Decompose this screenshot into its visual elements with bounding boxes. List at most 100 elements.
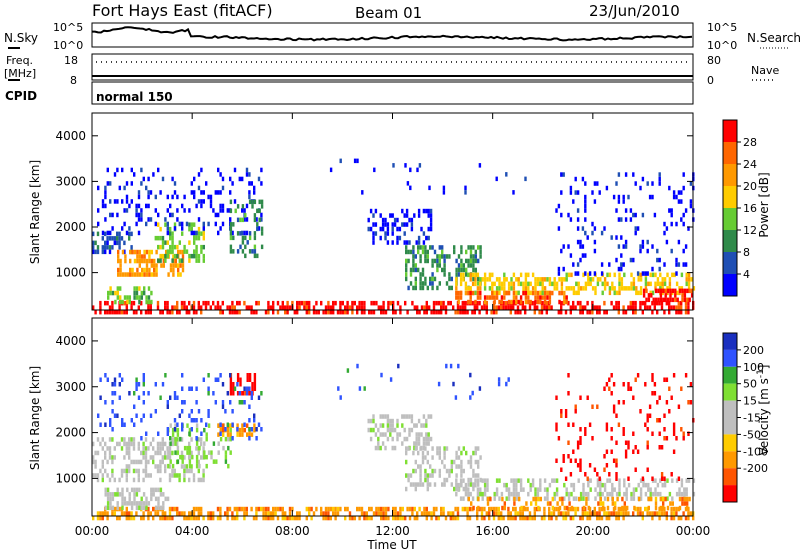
data-cell <box>412 249 415 255</box>
data-cell <box>96 450 100 456</box>
data-cell <box>443 477 446 483</box>
data-cell <box>564 309 568 315</box>
data-cell <box>469 299 472 305</box>
data-cell <box>144 459 148 465</box>
data-cell <box>166 226 169 231</box>
data-cell <box>381 217 385 223</box>
data-cell <box>312 309 316 315</box>
data-cell <box>431 276 434 282</box>
data-cell <box>111 212 114 218</box>
data-cell <box>498 290 501 296</box>
data-cell <box>687 281 691 287</box>
data-cell <box>229 190 232 195</box>
data-cell <box>443 272 446 277</box>
data-cell <box>464 309 467 315</box>
data-cell <box>248 377 252 382</box>
data-cell <box>599 491 602 497</box>
data-cell <box>444 515 448 521</box>
data-cell <box>478 300 481 306</box>
data-cell <box>641 309 644 315</box>
data-cell <box>567 300 570 306</box>
data-cell <box>298 511 301 516</box>
data-cell <box>503 295 506 300</box>
data-cell <box>491 272 494 278</box>
data-cell <box>228 506 232 512</box>
data-cell <box>379 414 382 419</box>
data-cell <box>162 501 165 506</box>
data-cell <box>229 199 233 205</box>
data-cell <box>564 511 568 516</box>
data-cell <box>403 240 406 245</box>
data-cell <box>245 230 249 236</box>
data-cell <box>488 511 491 516</box>
data-cell <box>431 245 434 250</box>
data-cell <box>229 377 233 382</box>
data-cell <box>207 413 210 418</box>
data-cell <box>688 288 691 294</box>
data-cell <box>183 244 186 250</box>
data-cell <box>398 226 402 232</box>
data-cell <box>512 478 516 483</box>
data-cell <box>231 181 234 186</box>
data-cell <box>591 309 594 315</box>
data-cell <box>420 423 423 428</box>
data-cell <box>173 418 177 423</box>
data-cell <box>687 515 690 521</box>
data-cell <box>579 440 582 445</box>
data-cell <box>632 496 636 501</box>
data-cell <box>405 240 409 245</box>
data-cell <box>620 286 624 291</box>
data-cell <box>393 217 397 223</box>
data-cell <box>157 496 160 502</box>
data-cell <box>514 506 517 512</box>
data-cell <box>195 235 198 241</box>
data-cell <box>492 506 496 512</box>
data-cell <box>190 427 193 432</box>
data-cell <box>253 213 257 218</box>
data-cell <box>161 441 164 447</box>
data-cell <box>509 511 512 516</box>
data-cell <box>149 511 152 516</box>
data-cell <box>181 258 184 263</box>
data-cell <box>417 441 421 446</box>
data-cell <box>505 172 508 177</box>
data-cell <box>687 226 690 231</box>
data-cell <box>620 262 623 267</box>
data-cell <box>555 422 558 427</box>
data-cell <box>654 478 657 483</box>
data-cell <box>171 432 175 437</box>
data-cell <box>611 487 614 492</box>
data-cell <box>479 491 482 497</box>
data-cell <box>462 267 465 273</box>
data-cell <box>257 226 261 231</box>
data-cell <box>384 511 388 516</box>
data-cell <box>543 478 547 483</box>
colorbar-swatch <box>723 208 737 230</box>
data-cell <box>346 309 349 315</box>
data-cell <box>666 478 669 483</box>
data-cell <box>414 459 417 465</box>
data-cell <box>226 506 229 512</box>
data-cell <box>135 413 138 418</box>
data-cell <box>462 272 465 278</box>
data-cell <box>468 506 472 512</box>
data-cell <box>409 267 413 273</box>
data-cell <box>512 515 515 521</box>
data-cell <box>119 299 122 305</box>
data-cell <box>291 515 294 521</box>
data-cell <box>624 172 628 177</box>
data-cell <box>612 305 616 310</box>
data-cell <box>142 492 146 497</box>
data-cell <box>455 491 458 497</box>
data-cell <box>682 172 685 177</box>
data-cell <box>195 418 198 423</box>
data-cell <box>157 258 160 263</box>
data-cell <box>649 281 652 287</box>
data-cell <box>646 271 649 276</box>
data-cell <box>606 281 609 287</box>
data-cell <box>606 505 610 511</box>
data-cell <box>460 450 463 456</box>
data-cell <box>522 487 525 492</box>
data-cell <box>251 249 254 254</box>
data-cell <box>569 305 572 310</box>
